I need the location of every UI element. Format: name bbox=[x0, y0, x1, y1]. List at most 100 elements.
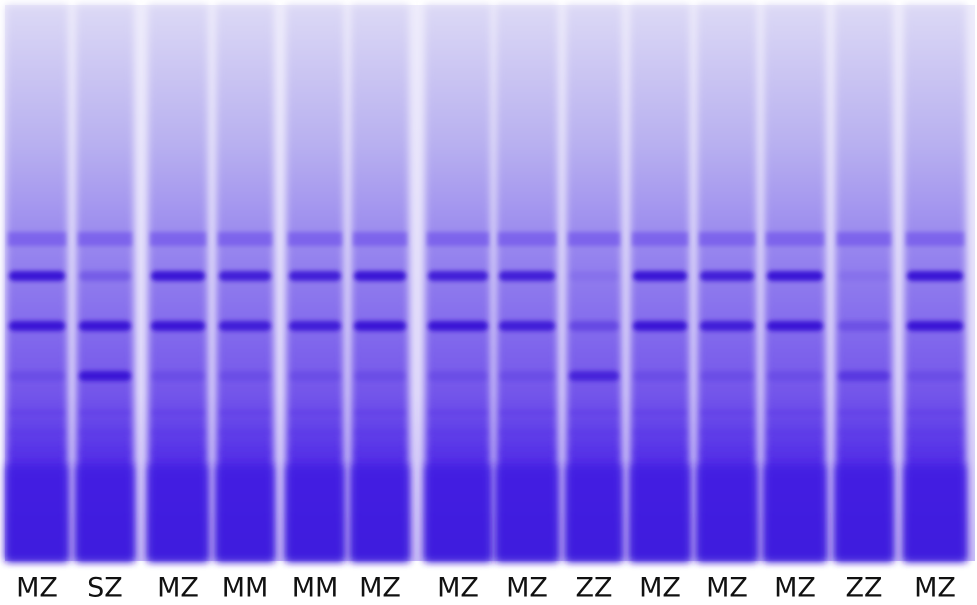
gel-lanes bbox=[6, 5, 966, 561]
lane-bottom bbox=[566, 465, 622, 561]
band bbox=[354, 321, 406, 331]
lane-label: MZ bbox=[437, 573, 479, 604]
lane-bottom bbox=[496, 465, 558, 561]
lane-label: MZ bbox=[157, 573, 199, 604]
faint-band bbox=[568, 232, 620, 246]
minor-band bbox=[908, 450, 962, 455]
faint-band bbox=[427, 232, 489, 246]
band bbox=[767, 321, 823, 331]
band bbox=[700, 271, 754, 281]
faint-band bbox=[699, 232, 755, 246]
minor-band bbox=[701, 450, 753, 455]
lane-label: MZ bbox=[639, 573, 681, 604]
lane-label: MZ bbox=[16, 573, 58, 604]
band bbox=[219, 321, 271, 331]
band bbox=[79, 371, 131, 381]
band bbox=[428, 321, 488, 331]
minor-band bbox=[839, 410, 889, 415]
band bbox=[569, 321, 619, 331]
minor-band bbox=[152, 410, 204, 415]
faint-band bbox=[906, 232, 964, 246]
band bbox=[354, 271, 406, 281]
lane-label: MZ bbox=[506, 573, 548, 604]
band bbox=[907, 271, 963, 281]
band bbox=[289, 371, 341, 381]
band bbox=[633, 271, 687, 281]
lane-label: SZ bbox=[87, 573, 123, 604]
minor-band bbox=[80, 450, 130, 455]
band bbox=[633, 371, 687, 381]
minor-band bbox=[355, 430, 405, 435]
lane-bottom bbox=[425, 465, 491, 561]
minor-band bbox=[701, 410, 753, 415]
lane-bottom bbox=[904, 465, 966, 561]
band bbox=[838, 321, 890, 331]
band bbox=[838, 271, 890, 281]
band bbox=[907, 371, 963, 381]
band bbox=[700, 321, 754, 331]
band bbox=[151, 371, 205, 381]
lane-bottom bbox=[148, 465, 208, 561]
faint-band bbox=[353, 232, 407, 246]
minor-band bbox=[152, 430, 204, 435]
minor-band bbox=[80, 410, 130, 415]
minor-band bbox=[80, 430, 130, 435]
faint-band bbox=[498, 232, 556, 246]
band bbox=[767, 371, 823, 381]
band bbox=[79, 271, 131, 281]
minor-band bbox=[10, 410, 64, 415]
lane-label: MZ bbox=[774, 573, 816, 604]
band bbox=[700, 371, 754, 381]
band bbox=[838, 371, 890, 381]
band bbox=[633, 321, 687, 331]
lane-label: MZ bbox=[914, 573, 956, 604]
faint-band bbox=[150, 232, 206, 246]
faint-band bbox=[837, 232, 891, 246]
faint-band bbox=[288, 232, 342, 246]
band bbox=[151, 271, 205, 281]
lane-bottom bbox=[630, 465, 690, 561]
minor-band bbox=[839, 450, 889, 455]
lane-label: ZZ bbox=[846, 573, 883, 604]
minor-band bbox=[500, 450, 554, 455]
faint-band bbox=[632, 232, 688, 246]
lane-label: MM bbox=[292, 573, 339, 604]
lane-bottom bbox=[764, 465, 826, 561]
minor-band bbox=[768, 430, 822, 435]
minor-band bbox=[634, 410, 686, 415]
lane-bottom bbox=[6, 465, 68, 561]
band bbox=[219, 271, 271, 281]
minor-band bbox=[290, 410, 340, 415]
minor-band bbox=[634, 450, 686, 455]
band bbox=[499, 271, 555, 281]
band bbox=[428, 271, 488, 281]
band bbox=[569, 271, 619, 281]
minor-band bbox=[500, 410, 554, 415]
band bbox=[219, 371, 271, 381]
faint-band bbox=[78, 232, 132, 246]
lane-bottom bbox=[697, 465, 757, 561]
band bbox=[151, 321, 205, 331]
minor-band bbox=[429, 450, 487, 455]
band bbox=[289, 271, 341, 281]
minor-band bbox=[355, 410, 405, 415]
faint-band bbox=[766, 232, 824, 246]
minor-band bbox=[10, 430, 64, 435]
minor-band bbox=[768, 450, 822, 455]
minor-band bbox=[768, 410, 822, 415]
band bbox=[9, 321, 65, 331]
minor-band bbox=[701, 430, 753, 435]
band bbox=[354, 371, 406, 381]
band bbox=[499, 321, 555, 331]
band bbox=[9, 371, 65, 381]
band bbox=[428, 371, 488, 381]
lane-label: MZ bbox=[706, 573, 748, 604]
minor-band bbox=[220, 430, 270, 435]
minor-band bbox=[839, 430, 889, 435]
minor-band bbox=[570, 450, 618, 455]
band bbox=[499, 371, 555, 381]
minor-band bbox=[290, 430, 340, 435]
minor-band bbox=[500, 430, 554, 435]
